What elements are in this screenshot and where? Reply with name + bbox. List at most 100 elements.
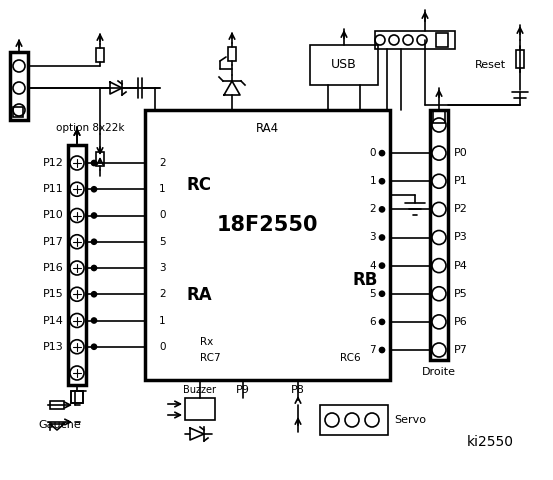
Text: 5: 5 (369, 289, 376, 299)
Circle shape (379, 319, 384, 324)
Text: P16: P16 (43, 263, 64, 273)
Text: 18F2550: 18F2550 (217, 215, 318, 235)
Circle shape (91, 318, 97, 323)
Text: P14: P14 (43, 315, 64, 325)
Circle shape (70, 156, 84, 170)
Circle shape (432, 118, 446, 132)
Bar (228, 47, 236, 61)
Bar (516, 50, 524, 68)
Bar (310, 45, 378, 85)
Text: 5: 5 (159, 237, 166, 247)
Bar (320, 405, 388, 435)
Text: P5: P5 (454, 289, 468, 299)
Text: 7: 7 (369, 345, 376, 355)
Circle shape (432, 343, 446, 357)
Text: P8: P8 (291, 385, 305, 395)
Bar (430, 110, 448, 360)
Circle shape (379, 291, 384, 296)
Circle shape (417, 35, 427, 45)
Text: 3: 3 (369, 232, 376, 242)
Text: Droite: Droite (422, 367, 456, 377)
Circle shape (379, 263, 384, 268)
Text: P6: P6 (454, 317, 468, 327)
Circle shape (379, 348, 384, 352)
Circle shape (365, 413, 379, 427)
Bar (96, 48, 104, 62)
Circle shape (91, 213, 97, 218)
Text: Rx: Rx (200, 337, 213, 347)
Circle shape (325, 413, 339, 427)
Text: RC6: RC6 (340, 353, 361, 363)
Bar (71, 391, 83, 403)
Text: 2: 2 (159, 289, 166, 299)
Bar (10, 52, 28, 120)
Text: 1: 1 (369, 176, 376, 186)
Text: P11: P11 (43, 184, 64, 194)
Circle shape (432, 259, 446, 273)
Text: P9: P9 (236, 385, 250, 395)
Circle shape (13, 60, 25, 72)
Text: 6: 6 (369, 317, 376, 327)
Circle shape (389, 35, 399, 45)
Text: RA: RA (187, 286, 212, 304)
Text: 2: 2 (159, 158, 166, 168)
Circle shape (70, 287, 84, 301)
Text: RC7: RC7 (200, 353, 221, 363)
Bar (145, 110, 390, 380)
Text: 0: 0 (159, 342, 165, 352)
Text: P3: P3 (454, 232, 468, 242)
Circle shape (70, 261, 84, 275)
Text: P7: P7 (454, 345, 468, 355)
Text: USB: USB (331, 59, 357, 72)
Text: Gauche: Gauche (39, 420, 81, 430)
Text: P2: P2 (454, 204, 468, 215)
Bar (50, 401, 64, 409)
Circle shape (91, 292, 97, 297)
Circle shape (91, 344, 97, 349)
Text: 0: 0 (369, 148, 376, 158)
Text: P0: P0 (454, 148, 468, 158)
Bar (185, 398, 215, 420)
Circle shape (13, 104, 25, 116)
Circle shape (91, 265, 97, 271)
Circle shape (345, 413, 359, 427)
Circle shape (379, 235, 384, 240)
Circle shape (91, 239, 97, 244)
Circle shape (379, 207, 384, 212)
Text: 1: 1 (159, 184, 166, 194)
Circle shape (13, 82, 25, 94)
Circle shape (70, 366, 84, 380)
Circle shape (379, 151, 384, 156)
Circle shape (70, 313, 84, 327)
Text: 0: 0 (159, 211, 165, 220)
Bar (436, 33, 448, 47)
Text: P13: P13 (43, 342, 64, 352)
Circle shape (375, 35, 385, 45)
Bar (433, 111, 445, 123)
Text: P12: P12 (43, 158, 64, 168)
Text: P1: P1 (454, 176, 468, 186)
Circle shape (403, 35, 413, 45)
Text: 2: 2 (369, 204, 376, 215)
Circle shape (70, 340, 84, 354)
Circle shape (379, 179, 384, 184)
Circle shape (91, 187, 97, 192)
Bar (375, 31, 455, 49)
Circle shape (432, 203, 446, 216)
Text: ki2550: ki2550 (467, 435, 514, 449)
Text: option 8x22k: option 8x22k (56, 123, 124, 133)
Text: RB: RB (352, 271, 377, 289)
Text: 1: 1 (159, 315, 166, 325)
Text: RA4: RA4 (256, 121, 279, 134)
Text: P10: P10 (43, 211, 64, 220)
Circle shape (432, 315, 446, 329)
Circle shape (432, 230, 446, 244)
Text: P4: P4 (454, 261, 468, 271)
Text: 4: 4 (369, 261, 376, 271)
Bar (13, 107, 23, 117)
Text: P15: P15 (43, 289, 64, 299)
Circle shape (70, 235, 84, 249)
Bar (71, 391, 83, 403)
Text: P17: P17 (43, 237, 64, 247)
Bar (68, 145, 86, 385)
